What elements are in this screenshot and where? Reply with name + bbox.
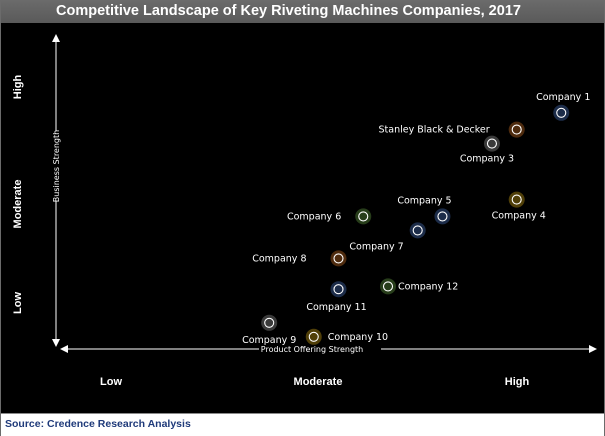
point-stanley-black-decker: [511, 124, 522, 135]
point-halo-company-9: [261, 314, 278, 331]
source-bar: Source: Credence Research Analysis: [1, 413, 604, 436]
point-label-company-8: Company 8: [252, 253, 306, 264]
positioning-chart: Business Strength Product Offering Streng…: [12, 34, 597, 388]
point-company-5: [437, 211, 448, 222]
axes: Business Strength Product Offering Streng…: [12, 34, 597, 388]
point-halo-company-1: [553, 104, 570, 121]
point-label-stanley-black-decker: Stanley Black & Decker: [379, 125, 490, 136]
y-axis-title: Business Strength: [52, 130, 61, 202]
y-tick-label-low: Low: [12, 292, 24, 314]
point-label-company-10: Company 10: [328, 332, 388, 343]
point-label-company-11: Company 11: [306, 302, 366, 313]
point-halo-company-5: [434, 208, 451, 225]
point-company-7: [412, 225, 423, 236]
point-halo-company-8: [330, 250, 347, 267]
x-tick-label-high: High: [505, 376, 530, 388]
point-label-company-4: Company 4: [492, 211, 546, 222]
point-label-company-5: Company 5: [397, 195, 451, 206]
point-halo-company-4: [508, 191, 525, 208]
y-axis-title-gap: [50, 131, 62, 201]
point-company-6: [358, 211, 369, 222]
source-note: Source: Credence Research Analysis: [5, 418, 191, 430]
x-tick-label-low: Low: [100, 376, 122, 388]
point-company-10: [308, 331, 319, 342]
data-points: Company 1 Stanley Black & Decker Company 3…: [242, 92, 590, 346]
point-halo-stanley-black-decker: [508, 121, 525, 138]
point-company-1: [556, 107, 567, 118]
point-label-company-9: Company 9: [242, 335, 296, 346]
point-company-11: [333, 284, 344, 295]
y-tick-label-high: High: [12, 75, 24, 100]
point-company-3: [486, 138, 498, 149]
point-label-company-12: Company 12: [398, 281, 458, 292]
x-axis-title: Product Offering Strength: [261, 345, 363, 354]
point-label-company-1: Company 1: [536, 92, 590, 103]
point-company-12: [382, 281, 394, 292]
y-tick-label-moderate: Moderate: [12, 180, 24, 229]
title-bar: Competitive Landscape of Key Riveting Ma…: [1, 1, 604, 23]
point-halo-company-7: [409, 222, 426, 239]
point-halo-company-11: [330, 281, 347, 298]
point-halo-company-10: [305, 328, 322, 345]
chart-title: Competitive Landscape of Key Riveting Ma…: [56, 3, 521, 19]
point-label-company-6: Company 6: [287, 211, 341, 222]
point-company-4: [511, 194, 522, 205]
x-tick-label-moderate: Moderate: [294, 376, 343, 388]
point-label-company-3: Company 3: [460, 154, 514, 165]
point-label-company-7: Company 7: [349, 241, 403, 252]
point-halo-company-6: [355, 208, 372, 225]
point-halo-company-3: [483, 135, 500, 152]
point-halo-company-12: [380, 278, 396, 295]
point-company-8: [333, 253, 344, 264]
x-axis-title-gap: [259, 343, 381, 355]
point-company-9: [264, 317, 275, 328]
